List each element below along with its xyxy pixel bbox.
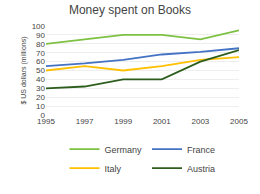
- svg-text:20: 20: [36, 93, 45, 102]
- svg-text:Austria: Austria: [187, 164, 215, 174]
- svg-text:40: 40: [36, 75, 45, 84]
- svg-text:60: 60: [36, 57, 45, 66]
- svg-text:France: France: [187, 145, 215, 155]
- svg-text:80: 80: [36, 40, 45, 49]
- svg-text:Germany: Germany: [105, 145, 143, 155]
- svg-text:70: 70: [36, 49, 45, 58]
- svg-text:Money spent on Books: Money spent on Books: [69, 3, 191, 17]
- svg-text:$ US dollars (millions): $ US dollars (millions): [20, 36, 28, 104]
- svg-text:2001: 2001: [153, 117, 171, 126]
- svg-text:10: 10: [36, 102, 45, 111]
- svg-text:Italy: Italy: [105, 164, 122, 174]
- svg-text:90: 90: [36, 31, 45, 40]
- svg-text:0: 0: [41, 111, 46, 120]
- svg-text:100: 100: [32, 22, 46, 31]
- svg-text:30: 30: [36, 84, 45, 93]
- svg-text:1995: 1995: [37, 117, 55, 126]
- svg-text:1999: 1999: [114, 117, 132, 126]
- svg-text:50: 50: [36, 66, 45, 75]
- svg-text:2005: 2005: [230, 117, 248, 126]
- svg-text:2003: 2003: [192, 117, 210, 126]
- svg-text:1997: 1997: [76, 117, 94, 126]
